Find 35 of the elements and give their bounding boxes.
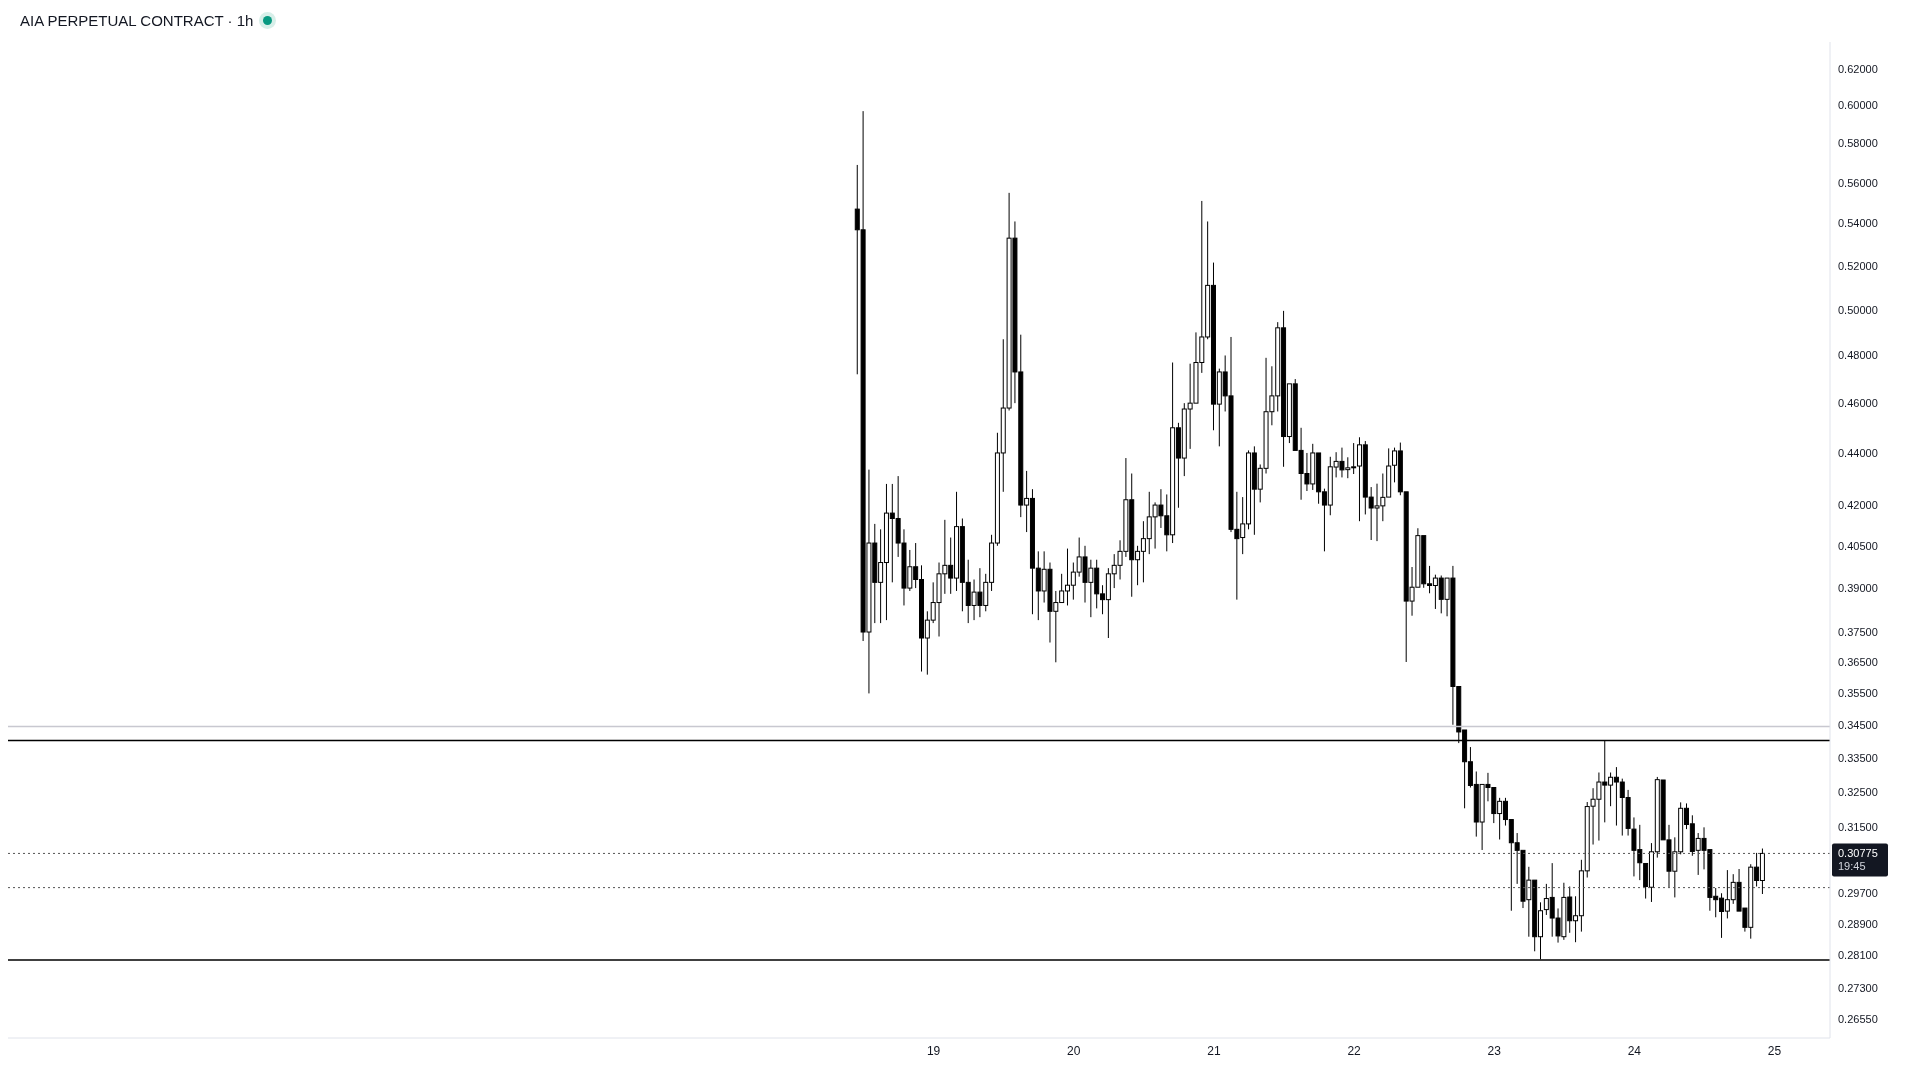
x-tick-label: 24 xyxy=(1627,1043,1642,1058)
ref-line-label: 0.30775 xyxy=(1838,847,1878,860)
y-tick-label: 0.52000 xyxy=(1838,259,1878,272)
y-tick-label: 0.39000 xyxy=(1838,581,1878,594)
y-tick-label: 0.35500 xyxy=(1838,687,1878,700)
y-tick-label: 0.40500 xyxy=(1838,539,1878,552)
y-tick-label: 0.60000 xyxy=(1838,99,1878,112)
x-tick-label: 21 xyxy=(1207,1043,1221,1058)
text: 19:45 xyxy=(1838,860,1866,873)
x-tick-label: 22 xyxy=(1347,1043,1362,1058)
y-tick-label: 0.26550 xyxy=(1838,1012,1878,1025)
y-tick-label: 0.48000 xyxy=(1838,349,1878,362)
y-tick-label: 0.31500 xyxy=(1838,821,1878,834)
x-tick-label: 23 xyxy=(1487,1043,1502,1058)
x-tick-label: 25 xyxy=(1767,1043,1782,1058)
y-tick-label: 0.29700 xyxy=(1838,887,1878,900)
y-tick-label: 0.34500 xyxy=(1838,719,1878,732)
y-tick-label: 0.58000 xyxy=(1838,137,1878,150)
y-tick-label: 0.37500 xyxy=(1838,625,1878,638)
y-tick-label: 0.28100 xyxy=(1838,949,1878,962)
y-tick-label: 0.27300 xyxy=(1838,981,1878,994)
y-tick-label: 0.28900 xyxy=(1838,917,1878,930)
y-tick-label: 0.32500 xyxy=(1838,786,1878,799)
y-tick-label: 0.56000 xyxy=(1838,176,1878,189)
y-tick-label: 0.50000 xyxy=(1838,303,1878,316)
y-tick-label: 0.33500 xyxy=(1838,752,1878,765)
x-tick-label: 20 xyxy=(1067,1043,1081,1058)
chart-title: AIA PERPETUAL CONTRACT · 1h xyxy=(20,12,254,29)
y-tick-label: 0.36500 xyxy=(1838,656,1878,669)
y-tick-label: 0.46000 xyxy=(1838,397,1878,410)
y-tick-label: 0.44000 xyxy=(1838,446,1878,459)
y-tick-label: 0.62000 xyxy=(1838,62,1878,75)
y-tick-label: 0.54000 xyxy=(1838,217,1878,230)
y-tick-label: 0.42000 xyxy=(1838,498,1878,511)
x-tick-label: 19 xyxy=(926,1043,941,1058)
